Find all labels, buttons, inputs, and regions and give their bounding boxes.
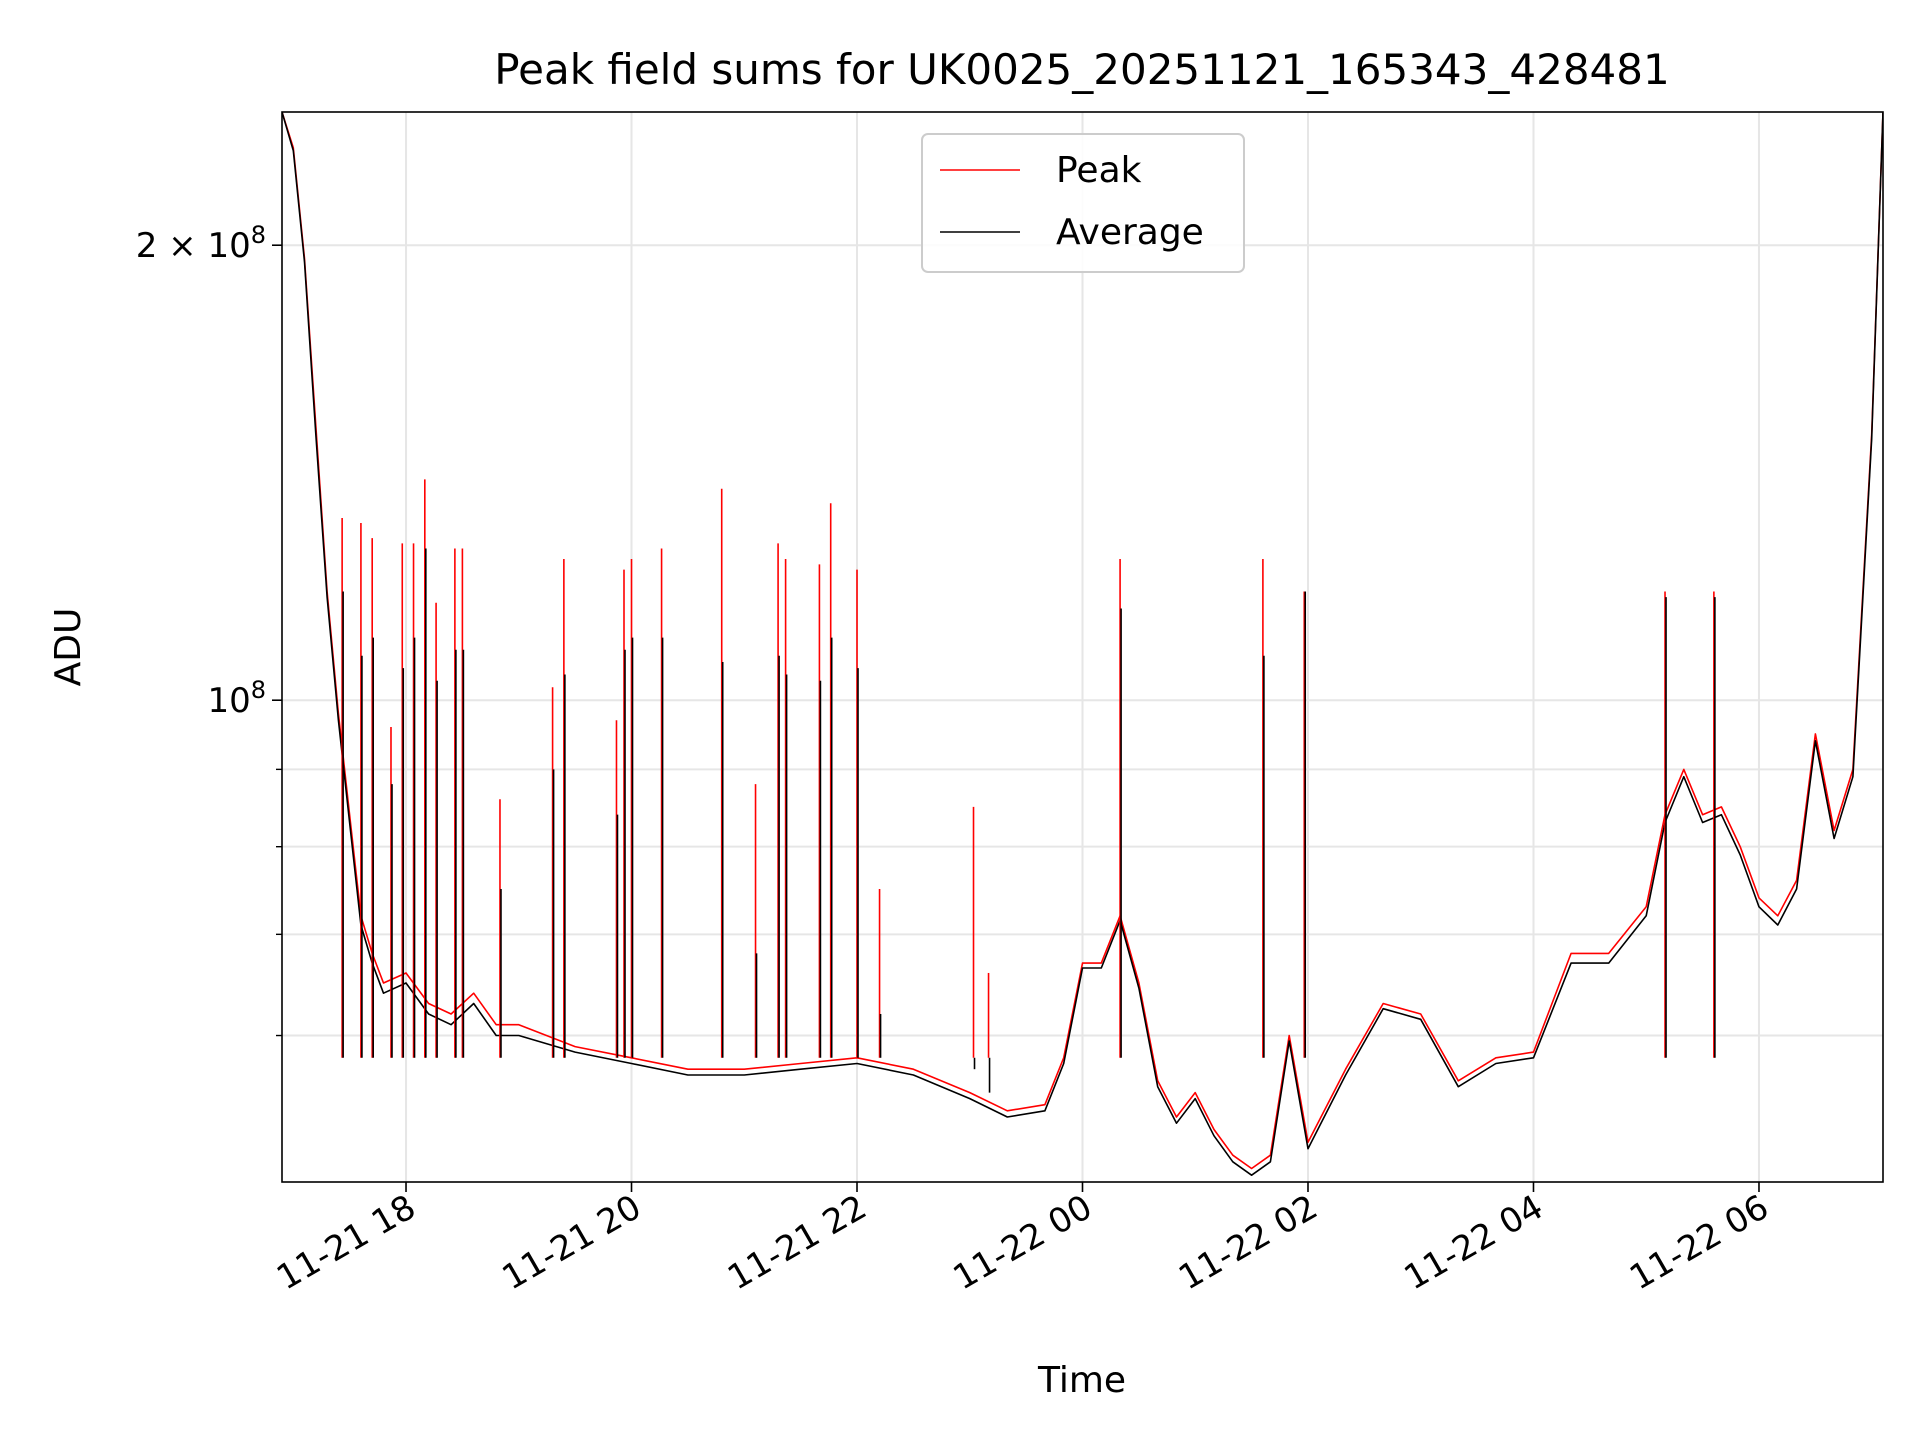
x-axis-label: Time: [1037, 1360, 1126, 1401]
series-line-peak: [282, 112, 1883, 1170]
legend-label-peak: Peak: [1056, 150, 1142, 191]
y-axis-label: ADU: [48, 608, 89, 687]
legend-label-average: Average: [1056, 212, 1204, 253]
series-layer: [282, 112, 1883, 1176]
y-axis: 2 × 108 108: [136, 221, 282, 1037]
series-line-average: [282, 112, 1883, 1176]
legend: Peak Average: [921, 133, 1245, 273]
chart-title: Peak field sums for UK0025_20251121_1653…: [494, 45, 1669, 94]
legend-box: [921, 133, 1245, 273]
plot-area: [282, 112, 1883, 1176]
y-tick-label: 108: [207, 676, 266, 721]
y-tick-label: 2 × 108: [136, 221, 266, 266]
